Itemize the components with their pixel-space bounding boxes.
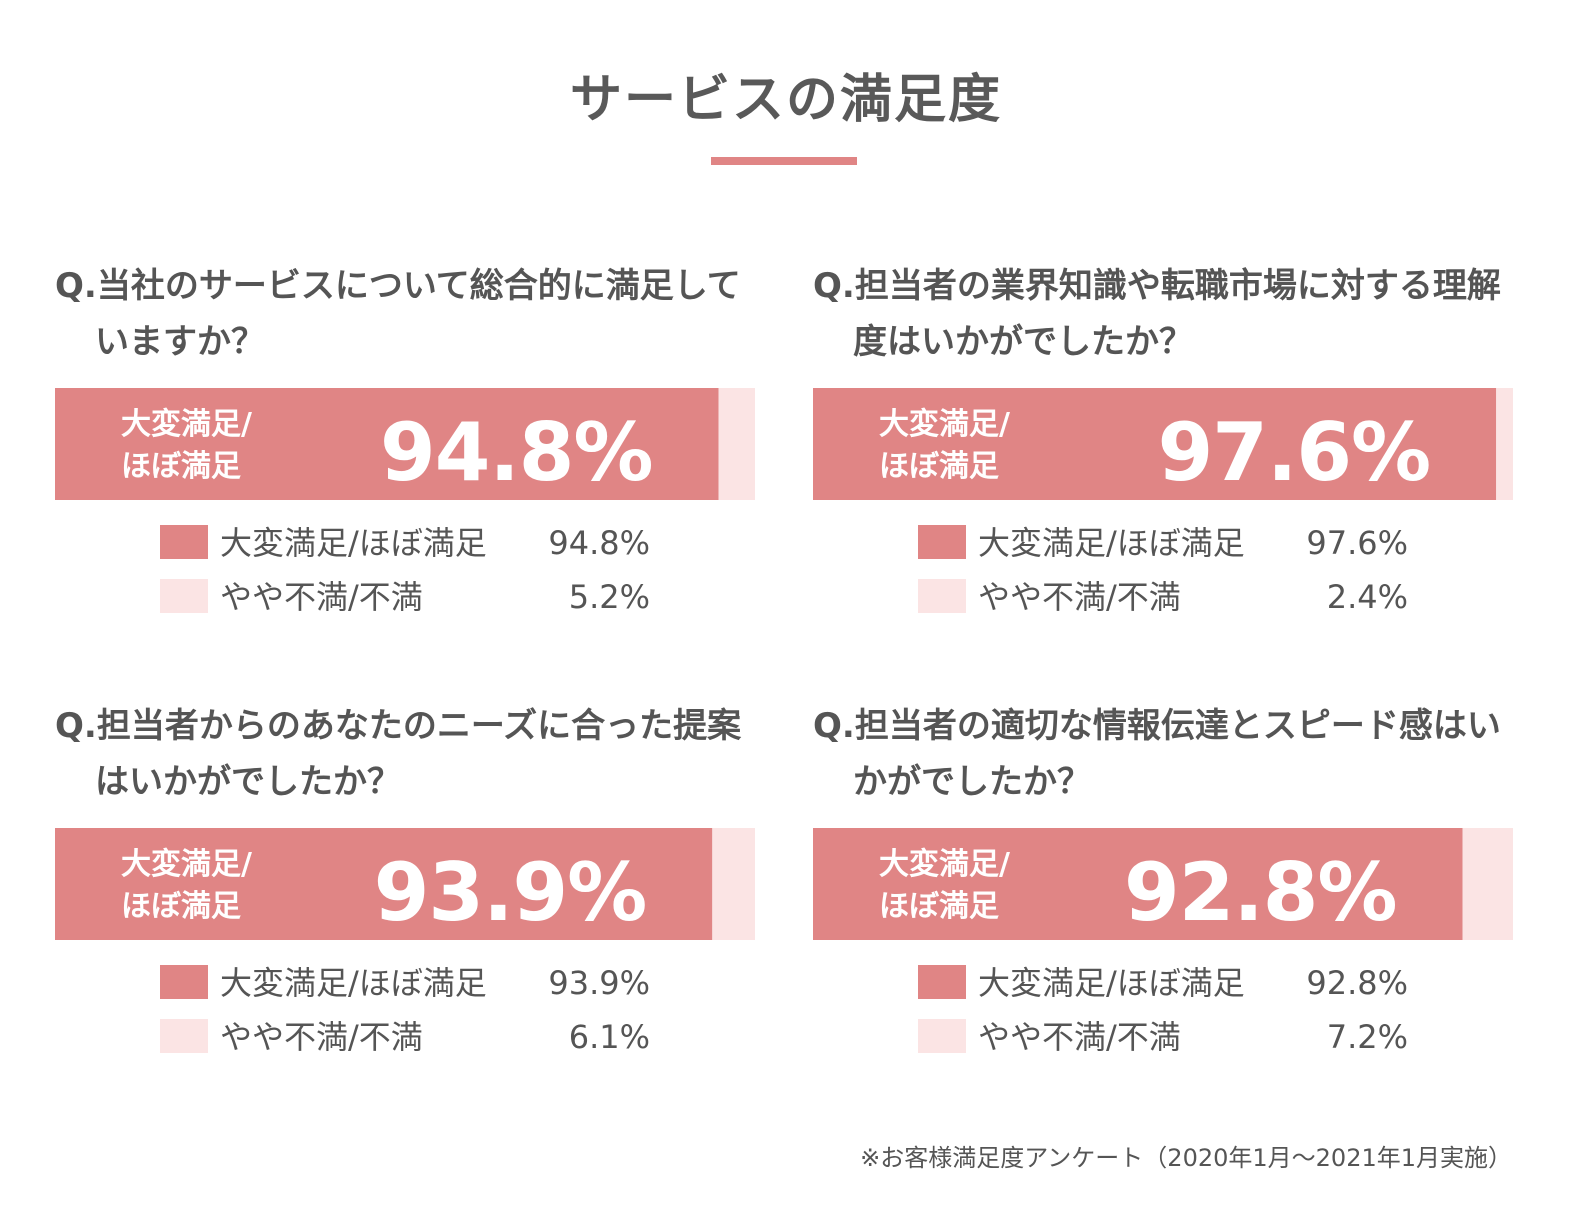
legend-item-satisfied: 大変満足/ほぼ満足 94.8% — [160, 523, 650, 577]
legend-label: やや不満/不満 — [978, 578, 1181, 616]
legend-swatch-satisfied — [160, 965, 208, 999]
legend-value: 5.2% — [568, 578, 650, 616]
legend-label: 大変満足/ほぼ満足 — [978, 964, 1245, 1002]
stacked-bar-chart: 大変満足/ほぼ満足 97.6% — [813, 388, 1513, 500]
legend-label: 大変満足/ほぼ満足 — [978, 524, 1245, 562]
page-title: サービスの満足度 — [569, 70, 1002, 130]
question-text: Q.当社のサービスについて総合的に満足していますか？ — [55, 266, 741, 362]
legend-item-unsatisfied: やや不満/不満 6.1% — [160, 1017, 650, 1071]
bar-value-label: 97.6% — [1158, 406, 1431, 499]
bar-value-label: 93.9% — [374, 846, 647, 939]
question-text: Q.担当者からのあなたのニーズに合った提案はいかがでしたか？ — [55, 706, 742, 802]
bar-segment-unsatisfied — [1462, 828, 1513, 940]
legend: 大変満足/ほぼ満足 92.8% やや不満/不満 7.2% — [918, 963, 1408, 1071]
chart-panel-1: Q.当社のサービスについて総合的に満足していますか？ 大変満足/ほぼ満足 94.8… — [55, 258, 755, 658]
legend-item-satisfied: 大変満足/ほぼ満足 92.8% — [918, 963, 1408, 1017]
bar-label: 大変満足/ほぼ満足 — [879, 847, 1010, 924]
bar-label: 大変満足/ほぼ満足 — [121, 847, 252, 924]
bar-value-label: 94.8% — [380, 406, 653, 499]
question-text: Q.担当者の適切な情報伝達とスピード感はいかがでしたか？ — [813, 706, 1501, 802]
legend-swatch-unsatisfied — [918, 1019, 966, 1053]
legend-item-unsatisfied: やや不満/不満 7.2% — [918, 1017, 1408, 1071]
bar-segment-satisfied — [813, 388, 1497, 500]
legend-value: 92.8% — [1306, 964, 1408, 1002]
legend-label: やや不満/不満 — [978, 1018, 1181, 1056]
legend-item-satisfied: 大変満足/ほぼ満足 93.9% — [160, 963, 650, 1017]
legend-swatch-satisfied — [918, 525, 966, 559]
bar-segment-satisfied — [55, 828, 713, 940]
legend: 大変満足/ほぼ満足 94.8% やや不満/不満 5.2% — [160, 523, 650, 631]
legend-item-satisfied: 大変満足/ほぼ満足 97.6% — [918, 523, 1408, 577]
chart-panel-4: Q.担当者の適切な情報伝達とスピード感はいかがでしたか？ 大変満足/ほぼ満足 92… — [813, 698, 1513, 1098]
bar-segment-satisfied — [813, 828, 1463, 940]
bar-segment-unsatisfied — [718, 388, 755, 500]
legend-value: 6.1% — [568, 1018, 650, 1056]
legend: 大変満足/ほぼ満足 93.9% やや不満/不満 6.1% — [160, 963, 650, 1071]
legend-item-unsatisfied: やや不満/不満 5.2% — [160, 577, 650, 631]
legend-swatch-unsatisfied — [160, 579, 208, 613]
bar-value-label: 92.8% — [1124, 846, 1397, 939]
legend: 大変満足/ほぼ満足 97.6% やや不満/不満 2.4% — [918, 523, 1408, 631]
legend-value: 7.2% — [1326, 1018, 1408, 1056]
legend-label: やや不満/不満 — [220, 1018, 423, 1056]
bar-segment-unsatisfied — [1496, 388, 1513, 500]
legend-value: 97.6% — [1306, 524, 1408, 562]
bar-label: 大変満足/ほぼ満足 — [879, 407, 1010, 484]
legend-value: 94.8% — [548, 524, 650, 562]
stacked-bar-chart: 大変満足/ほぼ満足 92.8% — [813, 828, 1513, 940]
stacked-bar-chart: 大変満足/ほぼ満足 94.8% — [55, 388, 755, 500]
question-text: Q.担当者の業界知識や転職市場に対する理解度はいかがでしたか？ — [813, 266, 1501, 362]
legend-label: 大変満足/ほぼ満足 — [220, 524, 487, 562]
chart-panel-2: Q.担当者の業界知識や転職市場に対する理解度はいかがでしたか？ 大変満足/ほぼ満… — [813, 258, 1513, 658]
legend-swatch-unsatisfied — [918, 579, 966, 613]
legend-label: やや不満/不満 — [220, 578, 423, 616]
legend-item-unsatisfied: やや不満/不満 2.4% — [918, 577, 1408, 631]
bar-segment-unsatisfied — [712, 828, 755, 940]
legend-value: 93.9% — [548, 964, 650, 1002]
legend-swatch-satisfied — [160, 525, 208, 559]
legend-label: 大変満足/ほぼ満足 — [220, 964, 487, 1002]
legend-swatch-unsatisfied — [160, 1019, 208, 1053]
footnote: ※お客様満足度アンケート（2020年1月〜2021年1月実施） — [860, 1144, 1512, 1172]
bar-segment-satisfied — [55, 388, 719, 500]
chart-panel-3: Q.担当者からのあなたのニーズに合った提案はいかがでしたか？ 大変満足/ほぼ満足… — [55, 698, 755, 1098]
title-underline — [711, 157, 857, 165]
legend-value: 2.4% — [1326, 578, 1408, 616]
legend-swatch-satisfied — [918, 965, 966, 999]
stacked-bar-chart: 大変満足/ほぼ満足 93.9% — [55, 828, 755, 940]
bar-label: 大変満足/ほぼ満足 — [121, 407, 252, 484]
